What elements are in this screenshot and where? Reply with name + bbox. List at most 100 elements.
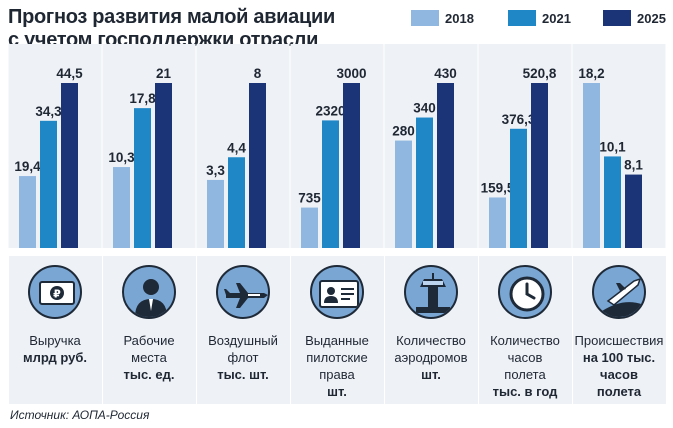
data-label: 376,3 bbox=[502, 112, 536, 127]
bar-chart: 19,4 34,3 44,5 10,3 17,821 3,34,4 8 735 2320 3000… bbox=[8, 44, 666, 249]
data-label: 280 bbox=[392, 124, 415, 139]
bar-1-2018 bbox=[19, 176, 36, 248]
data-label: 10,1 bbox=[599, 139, 626, 154]
bar-4-2021 bbox=[322, 120, 339, 248]
category-unit: шт. bbox=[327, 384, 347, 399]
data-label: 18,2 bbox=[578, 66, 604, 81]
control-tower-icon bbox=[404, 265, 458, 319]
category-caption: Рабочие места тыс. ед. bbox=[103, 332, 196, 383]
data-label: 3,3 bbox=[206, 163, 225, 178]
legend-label-2025: 2025 bbox=[637, 10, 666, 26]
data-label: 430 bbox=[434, 66, 457, 81]
category-panel: Выданные пилотские права шт. bbox=[290, 256, 384, 404]
bar-5-2021 bbox=[416, 117, 433, 248]
data-label: 17,8 bbox=[129, 91, 156, 106]
category-unit: тыс. шт. bbox=[217, 367, 269, 382]
category-unit: часов bbox=[600, 367, 638, 382]
category-label: Количество bbox=[490, 333, 560, 348]
legend-label-2018: 2018 bbox=[445, 10, 474, 26]
data-label: 44,5 bbox=[56, 66, 83, 81]
legend-label-2021: 2021 bbox=[542, 10, 571, 26]
airplane-icon bbox=[216, 265, 270, 319]
ruble-banknote-icon: ₽ bbox=[28, 265, 82, 319]
bar-3-2025 bbox=[249, 83, 266, 248]
bar-2-2021 bbox=[134, 108, 151, 249]
category-caption: Количество аэродромов шт. bbox=[385, 332, 478, 383]
data-label: 3000 bbox=[336, 66, 366, 81]
category-panel: Воздушный флот тыс. шт. bbox=[196, 256, 290, 404]
data-label: 159,5 bbox=[481, 180, 515, 195]
legend-swatch-2021 bbox=[508, 10, 536, 26]
category-label: полета bbox=[504, 367, 546, 382]
category-caption: Выручка млрд руб. bbox=[9, 332, 102, 366]
bar-7-2021 bbox=[604, 156, 621, 248]
bar-2-2025 bbox=[155, 83, 172, 248]
category-panel: Рабочие места тыс. ед. bbox=[102, 256, 196, 404]
data-label: 735 bbox=[298, 191, 321, 206]
bar-5-2018 bbox=[395, 140, 412, 248]
data-label: 21 bbox=[156, 66, 172, 81]
category-unit: тыс. в год bbox=[492, 384, 558, 399]
pilot-license-icon bbox=[310, 265, 364, 319]
bar-6-2021 bbox=[510, 128, 527, 248]
legend-item-2018: 2018 bbox=[411, 10, 474, 26]
category-label: часов bbox=[507, 350, 543, 365]
category-panel: ₽ Выручка млрд руб. bbox=[8, 256, 102, 404]
category-label: аэродромов bbox=[394, 350, 468, 365]
category-caption: Происшествия на 100 тыс. часов полета bbox=[573, 332, 666, 400]
plane-crash-icon bbox=[592, 265, 646, 319]
bar-5-2025 bbox=[437, 83, 454, 248]
category-panels: ₽ Выручка млрд руб. Рабочие места тыс. ед. Воз… bbox=[8, 256, 666, 404]
category-label: флот bbox=[227, 350, 259, 365]
category-label: Воздушный bbox=[208, 333, 278, 348]
data-label: 4,4 bbox=[227, 140, 246, 155]
category-label: Рабочие bbox=[123, 333, 175, 348]
category-panel: Происшествия на 100 тыс. часов полета bbox=[572, 256, 666, 404]
category-label: Количество bbox=[396, 333, 466, 348]
legend-item-2021: 2021 bbox=[508, 10, 571, 26]
category-unit: на 100 тыс. bbox=[582, 350, 656, 365]
category-unit: млрд руб. bbox=[23, 350, 87, 365]
svg-text:₽: ₽ bbox=[53, 288, 61, 301]
category-label: права bbox=[319, 367, 355, 382]
data-label: 8 bbox=[254, 66, 262, 81]
category-caption: Выданные пилотские права шт. bbox=[291, 332, 384, 400]
bar-6-2025 bbox=[531, 83, 548, 248]
bar-7-2025 bbox=[625, 174, 642, 248]
data-label: 34,3 bbox=[35, 104, 62, 119]
category-label: места bbox=[131, 350, 167, 365]
category-unit: тыс. ед. bbox=[123, 367, 175, 382]
bar-6-2018 bbox=[489, 197, 506, 248]
data-label: 340 bbox=[413, 101, 436, 116]
category-label: Выручка bbox=[29, 333, 81, 348]
category-panel: Количество часов полета тыс. в год bbox=[478, 256, 572, 404]
category-label: Происшествия bbox=[574, 333, 664, 348]
source-note: Источник: АОПА-Россия bbox=[10, 408, 150, 422]
bar-3-2021 bbox=[228, 157, 245, 248]
chart-title-line-1: Прогноз развития малой авиации bbox=[8, 6, 335, 28]
bar-3-2018 bbox=[207, 179, 224, 248]
clock-icon bbox=[498, 265, 552, 319]
bar-1-2025 bbox=[61, 83, 78, 248]
data-label: 8,1 bbox=[624, 158, 643, 173]
category-label: пилотские bbox=[306, 350, 368, 365]
legend-swatch-2025 bbox=[603, 10, 631, 26]
bar-2-2018 bbox=[113, 167, 130, 248]
category-panel: Количество аэродромов шт. bbox=[384, 256, 478, 404]
data-label: 520,8 bbox=[523, 66, 557, 81]
worker-person-icon bbox=[122, 265, 176, 319]
bar-1-2021 bbox=[40, 120, 57, 248]
category-unit: полета bbox=[596, 384, 642, 399]
category-caption: Количество часов полета тыс. в год bbox=[479, 332, 572, 400]
category-unit: шт. bbox=[421, 367, 441, 382]
data-label: 10,3 bbox=[108, 150, 135, 165]
category-caption: Воздушный флот тыс. шт. bbox=[197, 332, 290, 383]
data-label: 2320 bbox=[315, 103, 345, 118]
legend-item-2025: 2025 bbox=[603, 10, 666, 26]
bar-7-2018 bbox=[583, 83, 600, 248]
data-label: 19,4 bbox=[14, 159, 41, 174]
legend-swatch-2018 bbox=[411, 10, 439, 26]
bar-4-2018 bbox=[301, 207, 318, 248]
category-label: Выданные bbox=[305, 333, 369, 348]
bar-4-2025 bbox=[343, 83, 360, 248]
